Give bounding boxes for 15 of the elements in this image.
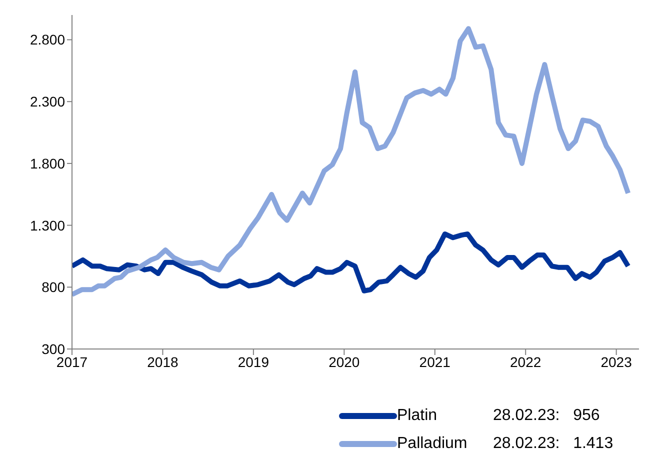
x-tick-label: 2023 (600, 354, 632, 370)
x-tick-label: 2019 (238, 354, 270, 370)
legend-label: Palladium (397, 435, 468, 453)
y-tick-label: 800 (42, 279, 66, 296)
text: 28.02.23: 1.413 (493, 435, 614, 453)
y-tick-label: 2.300 (30, 94, 66, 110)
x-tick-label: 2018 (147, 354, 178, 370)
y-tick-label: 1.300 (30, 217, 66, 234)
x-tick-label: 2022 (510, 354, 542, 370)
y-tick-label: 1.800 (30, 155, 66, 172)
text: 28.02.23: 956 (493, 407, 600, 425)
x-tick-label: 2020 (328, 354, 360, 370)
y-tick-label: 2.800 (30, 32, 66, 48)
x-tick-label: 2021 (419, 354, 451, 370)
legend-label: Platin (397, 407, 438, 425)
